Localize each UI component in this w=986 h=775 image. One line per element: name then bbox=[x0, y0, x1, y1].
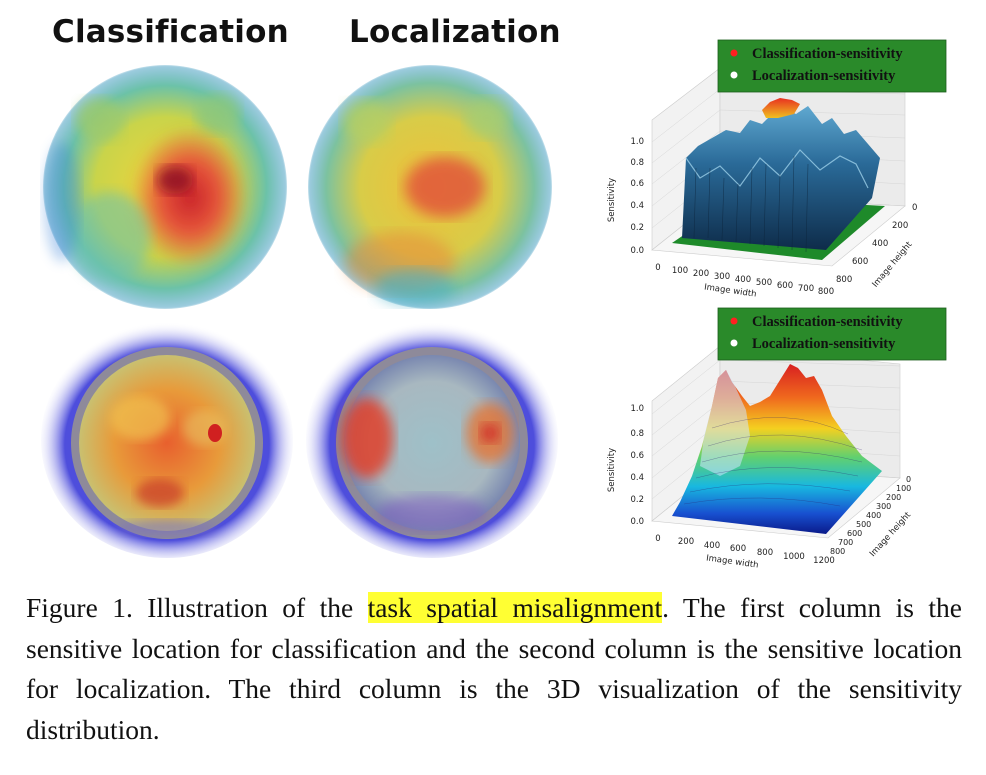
x-tick: 700 bbox=[798, 284, 814, 294]
dish-classification-heatmap bbox=[41, 322, 293, 558]
x-tick: 800 bbox=[818, 287, 834, 297]
localization-dot-icon bbox=[730, 71, 738, 79]
z-tick: 1.0 bbox=[630, 404, 644, 414]
legend-localization-label: Localization-sensitivity bbox=[752, 336, 896, 352]
caption-prefix: Figure 1. Illustration of the bbox=[26, 592, 368, 623]
x-tick: 600 bbox=[730, 544, 746, 554]
x-tick: 200 bbox=[693, 269, 709, 279]
x-tick: 0 bbox=[655, 263, 660, 273]
legend-classification-label: Classification-sensitivity bbox=[752, 314, 903, 330]
y-tick: 300 bbox=[876, 502, 891, 511]
x-tick: 600 bbox=[777, 281, 793, 291]
z-axis-label: Sensitivity bbox=[607, 178, 617, 222]
x-tick: 300 bbox=[714, 272, 730, 282]
x-tick: 1000 bbox=[783, 552, 805, 562]
y-tick: 600 bbox=[852, 257, 868, 267]
y-tick: 100 bbox=[896, 484, 911, 493]
z-tick: 0.4 bbox=[630, 201, 644, 211]
y-tick: 700 bbox=[838, 538, 853, 547]
z-tick: 0.0 bbox=[630, 246, 644, 256]
column-title-localization: Localization bbox=[349, 14, 561, 50]
dish-localization-heatmap bbox=[306, 322, 558, 558]
sensitivity-3d-plot-bottom: Classification-sensitivity Localization-… bbox=[607, 307, 947, 571]
classification-dot-icon bbox=[730, 49, 738, 57]
sensitivity-3d-plot-top: Classification-sensitivity Localization-… bbox=[607, 39, 947, 300]
x-tick: 400 bbox=[704, 541, 720, 551]
y-tick: 600 bbox=[847, 529, 862, 538]
z-tick: 0.6 bbox=[630, 179, 644, 189]
x-tick: 400 bbox=[735, 275, 751, 285]
y-tick: 200 bbox=[892, 221, 908, 231]
bear-classification-heatmap bbox=[43, 65, 287, 309]
x-axis-label: Image width bbox=[705, 553, 759, 570]
classification-dot-icon bbox=[730, 317, 738, 325]
caption-suffix: . The first column is the sensitive loca… bbox=[26, 592, 962, 745]
x-tick: 0 bbox=[655, 534, 660, 544]
y-tick: 200 bbox=[886, 493, 901, 502]
x-tick: 200 bbox=[678, 537, 694, 547]
legend-classification-label: Classification-sensitivity bbox=[752, 46, 903, 62]
y-tick: 800 bbox=[830, 547, 845, 556]
z-tick: 0.8 bbox=[630, 429, 644, 439]
z-axis-label: Sensitivity bbox=[607, 448, 617, 492]
bear-localization-heatmap bbox=[308, 65, 552, 309]
y-tick: 800 bbox=[836, 275, 852, 285]
y-tick: 0 bbox=[912, 203, 917, 213]
x-tick: 800 bbox=[757, 548, 773, 558]
z-tick: 1.0 bbox=[630, 137, 644, 147]
x-tick: 1200 bbox=[813, 556, 835, 566]
z-tick: 0.8 bbox=[630, 158, 644, 168]
x-tick: 500 bbox=[756, 278, 772, 288]
z-tick: 0.6 bbox=[630, 451, 644, 461]
y-tick: 400 bbox=[872, 239, 888, 249]
z-tick: 0.4 bbox=[630, 473, 644, 483]
y-tick: 500 bbox=[856, 520, 871, 529]
figure-caption: Figure 1. Illustration of the task spati… bbox=[26, 588, 962, 750]
legend-localization-label: Localization-sensitivity bbox=[752, 68, 896, 84]
y-tick: 0 bbox=[906, 475, 911, 484]
z-tick: 0.0 bbox=[630, 517, 644, 527]
localization-dot-icon bbox=[730, 339, 738, 347]
y-tick: 400 bbox=[866, 511, 881, 520]
z-tick: 0.2 bbox=[630, 495, 644, 505]
caption-highlight: task spatial misalignment bbox=[367, 592, 663, 623]
column-title-classification: Classification bbox=[52, 14, 289, 50]
x-tick: 100 bbox=[672, 266, 688, 276]
z-tick: 0.2 bbox=[630, 223, 644, 233]
